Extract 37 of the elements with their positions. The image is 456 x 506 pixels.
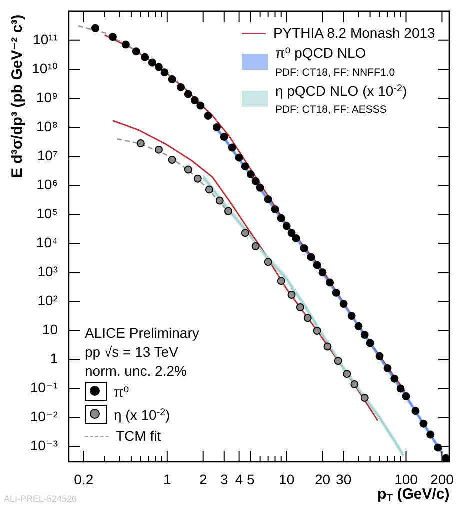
y-tick-label: 10¹¹ (33, 31, 58, 48)
y-tick-label: 10⁵ (36, 205, 58, 222)
x-tick-label: 200 (430, 471, 454, 488)
x-tick-label: 5 (246, 471, 255, 488)
y-tick-label: 1 (50, 350, 58, 367)
x-tick-label: 4 (235, 471, 244, 488)
y-tick-label: 10⁴ (36, 234, 58, 250)
x-tick-label: 1 (164, 471, 172, 488)
legend-label: η (x 10$^{-2}$) (114, 406, 170, 423)
y-tick-label: 10⁻¹ (30, 380, 58, 396)
legend-label: π⁰ (114, 384, 130, 400)
x-tick-label: 2 (199, 471, 208, 488)
y-tick-label: 10⁻² (30, 408, 58, 425)
y-axis-title: E d³σ/dp³ (pb GeV⁻² c³) (8, 15, 26, 178)
legend-label: η pQCD NLO (x 10$^{-2}$) PDF: CT18, FF: AESSS (275, 82, 408, 116)
x-tick-label: 100 (394, 471, 418, 488)
legend-label: π⁰ pQCD NLO PDF: CT18, FF: NNFF1.0 (275, 45, 396, 79)
y-tick-label: 10⁻³ (30, 438, 58, 454)
y-tick-label: 10² (38, 292, 58, 309)
annotation: norm. unc. 2.2% (85, 363, 188, 380)
y-tick-label: 10⁹ (36, 89, 58, 106)
legend-label: TCM fit (116, 428, 162, 444)
y-tick-label: 10⁶ (36, 176, 58, 192)
y-tick-label: 10 (42, 322, 58, 338)
y-tick-label: 10³ (38, 264, 58, 280)
y-tick-label: 10⁷ (37, 147, 58, 164)
x-tick-label: 20 (314, 471, 331, 488)
x-tick-label: 10 (279, 471, 295, 488)
y-tick-label: 10⁸ (36, 118, 58, 134)
x-tick-label: 0.2 (74, 471, 94, 488)
x-tick-label: 30 (336, 471, 352, 488)
legend-label: PYTHIA 8.2 Monash 2013 (273, 25, 436, 42)
x-tick-label: 3 (220, 471, 228, 488)
annotation: pp √s = 13 TeV (85, 344, 180, 360)
y-tick-label: 10¹⁰ (32, 60, 58, 76)
x-axis-title: p$_{T}$ (GeV/c) (377, 486, 450, 505)
annotation: ALICE Preliminary (85, 325, 200, 342)
